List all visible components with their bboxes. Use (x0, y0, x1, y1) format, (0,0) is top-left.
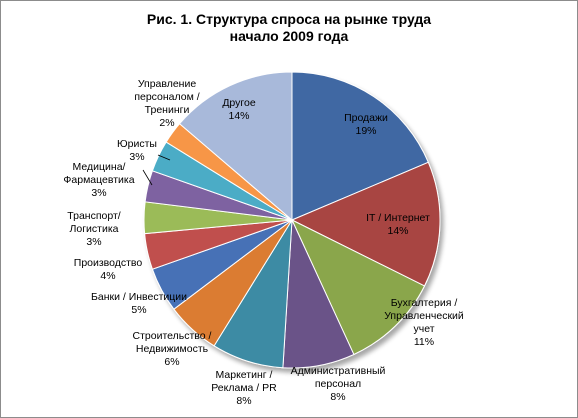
data-label-medicine: Медицина/Фармацевтика 3% (63, 161, 134, 199)
leader-line-lawyers (157, 154, 171, 161)
leader-line-medicine (142, 169, 153, 186)
data-label-hr: Управление персоналом / Тренинги 2% (134, 78, 199, 129)
pie-slice-sales (291, 71, 429, 221)
data-label-banks: Банки / Инвестиции 5% (91, 291, 187, 316)
data-label-admin: Административный персонал 8% (291, 365, 386, 403)
data-label-sales: Продажи 19% (344, 112, 388, 137)
pie-slice-other (178, 71, 293, 222)
data-label-accounting: Бухгалтерия / Управленческий учет 11% (384, 297, 464, 348)
pie-slice-accounting (290, 218, 426, 356)
data-label-prod: Производство 4% (74, 257, 143, 282)
data-label-construct: Строительство / Недвижимость 6% (133, 330, 212, 368)
chart-subtitle: начало 2009 года (229, 28, 349, 44)
data-label-marketing: Маркетинг / Реклама / PR 8% (211, 369, 277, 407)
data-label-lawyers: Юристы 3% (117, 138, 157, 163)
pie-slice-it (290, 161, 441, 287)
data-label-transport: Транспорт/Логистика 3% (67, 210, 120, 248)
chart-title: Рис. 1. Структура спроса на рынке труда (146, 11, 432, 27)
data-label-it: IT / Интернет 14% (366, 212, 430, 237)
data-label-other: Другое 14% (222, 97, 256, 122)
